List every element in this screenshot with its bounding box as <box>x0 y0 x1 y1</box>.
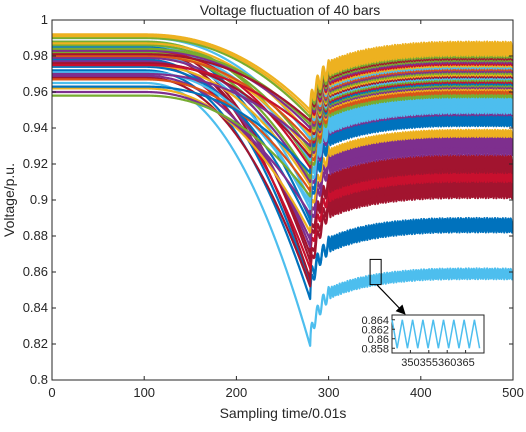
x-tick-label: 500 <box>502 385 524 400</box>
inset-y-tick-label: 0.858 <box>361 343 389 355</box>
x-axis-ticks: 0 100 200 300 400 500 <box>48 20 524 400</box>
y-tick-label: 0.96 <box>23 84 48 99</box>
y-tick-label: 0.86 <box>23 264 48 279</box>
x-axis-label: Sampling time/0.01s <box>220 405 347 421</box>
inset-series-line <box>391 319 481 349</box>
zoom-box <box>369 258 382 286</box>
y-tick-label: 0.92 <box>23 156 48 171</box>
y-tick-label: 0.9 <box>30 192 48 207</box>
series-line-18 <box>52 89 513 198</box>
series-line-19 <box>52 78 513 193</box>
y-tick-label: 0.88 <box>23 228 48 243</box>
series-line-3 <box>52 58 513 286</box>
zoom-arrow <box>376 284 406 315</box>
inset-y-tick-label: 0.864 <box>361 315 389 327</box>
y-tick-label: 0.94 <box>23 120 48 135</box>
y-tick-label: 0.8 <box>30 372 48 387</box>
series-line-16 <box>52 71 513 205</box>
y-axis-ticks: 0.8 0.82 0.84 0.86 0.88 0.9 0.92 0.94 0.96 0.98 1 <box>23 12 513 387</box>
chart-title: Voltage fluctuation of 40 bars <box>200 2 381 18</box>
x-tick-label: 100 <box>133 385 155 400</box>
inset-x-tick-label: 350 <box>401 357 419 369</box>
y-tick-label: 0.82 <box>23 336 48 351</box>
x-tick-label: 400 <box>410 385 432 400</box>
y-axis-label: Voltage/p.u. <box>1 163 17 237</box>
inset-x-tick-label: 360 <box>438 357 456 369</box>
inset-x-tick-label: 365 <box>456 357 474 369</box>
y-tick-label: 1 <box>41 12 48 27</box>
x-tick-label: 0 <box>48 385 55 400</box>
y-tick-label: 0.98 <box>23 48 48 63</box>
inset-x-tick-label: 355 <box>420 357 438 369</box>
x-tick-label: 200 <box>226 385 248 400</box>
x-tick-label: 300 <box>318 385 340 400</box>
series-line-39 <box>52 35 513 115</box>
inset-y-tick-label: 0.862 <box>361 324 389 336</box>
series-line-1 <box>52 81 513 347</box>
inset-y-tick-label: 0.86 <box>368 334 389 346</box>
y-tick-label: 0.84 <box>23 300 48 315</box>
series-line-40 <box>52 33 513 112</box>
series-line-4 <box>52 76 513 288</box>
series-line-11 <box>52 87 513 234</box>
